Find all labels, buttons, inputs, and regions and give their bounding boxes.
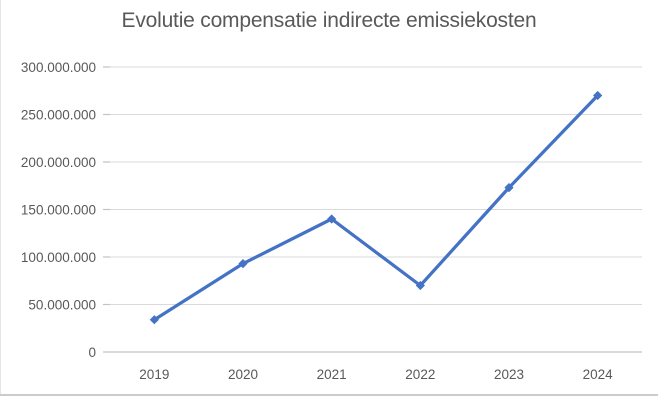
data-point-marker: [238, 259, 248, 269]
data-point-marker: [504, 183, 514, 193]
y-tick-label: 200.000.000: [21, 155, 96, 170]
x-tick-label: 2021: [317, 367, 347, 382]
data-point-marker: [593, 90, 603, 101]
x-tick-label: 2019: [139, 367, 169, 382]
y-tick-label: 0: [88, 345, 96, 360]
y-tick-label: 100.000.000: [21, 250, 96, 265]
y-tick-label: 150.000.000: [21, 202, 96, 217]
data-point-marker: [415, 280, 425, 291]
x-tick-label: 2020: [228, 367, 258, 382]
data-point-marker: [327, 214, 337, 224]
data-point-marker: [149, 315, 159, 325]
chart-title: Evolutie compensatie indirecte emissieko…: [121, 9, 537, 32]
x-tick-label: 2024: [583, 367, 614, 382]
y-tick-label: 50.000.000: [28, 297, 96, 312]
x-tick-label: 2022: [405, 367, 435, 382]
x-tick-label: 2023: [494, 367, 524, 382]
data-line: [152, 93, 600, 322]
y-tick-label: 300.000.000: [21, 60, 96, 75]
y-tick-label: 250.000.000: [21, 107, 96, 122]
chart-frame-bottom-border: [0, 394, 658, 396]
chart-frame-left-border: [0, 0, 1, 395]
